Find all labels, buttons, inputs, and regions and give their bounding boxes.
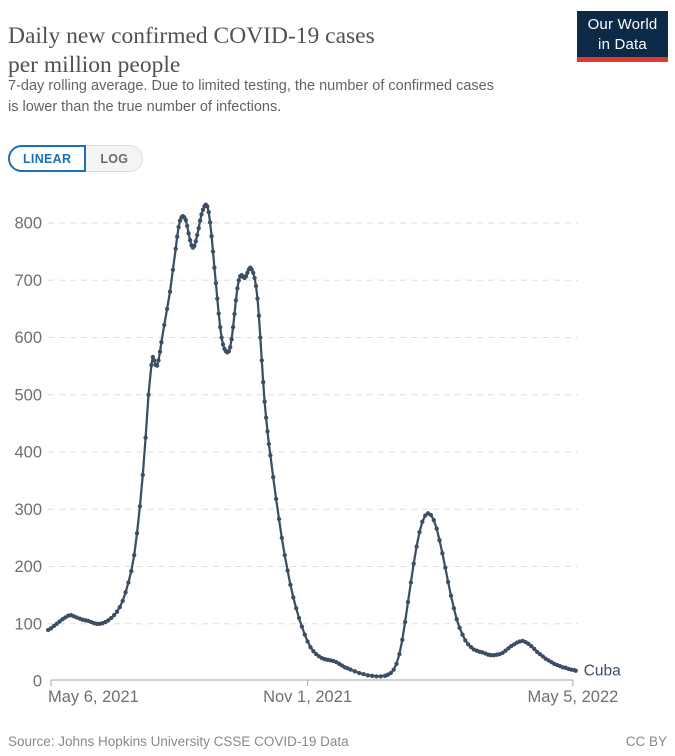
log-scale-button[interactable]: LOG <box>86 145 144 172</box>
x-axis: May 6, 2021 Nov 1, 2021 May 5, 2022 <box>48 679 618 706</box>
gridlines <box>48 222 578 625</box>
page-title-line2: per million people <box>8 51 181 78</box>
y-axis-labels: 0 100 200 300 400 500 600 700 800 <box>14 215 42 691</box>
svg-text:400: 400 <box>14 444 42 462</box>
owid-logo[interactable]: Our World in Data <box>577 11 668 62</box>
svg-text:May 6, 2021: May 6, 2021 <box>48 688 139 706</box>
chart-footer: Source: Johns Hopkins University CSSE CO… <box>8 734 667 749</box>
chart-subtitle-line2: is lower than the true number of infecti… <box>8 99 282 115</box>
source-text: Source: Johns Hopkins University CSSE CO… <box>8 734 349 749</box>
owid-logo-line2: in Data <box>598 36 647 53</box>
owid-logo-text: Our World in Data <box>577 11 668 57</box>
svg-text:300: 300 <box>14 501 42 519</box>
license-link[interactable]: CC BY <box>625 734 667 749</box>
page-title-line1: Daily new confirmed COVID-19 cases <box>8 22 375 49</box>
cuba-series-points <box>45 202 578 679</box>
svg-text:0: 0 <box>33 673 42 691</box>
chart-subtitle-line1: 7-day rolling average. Due to limited te… <box>8 78 494 94</box>
log-scale-label: LOG <box>100 151 129 166</box>
svg-text:600: 600 <box>14 329 42 347</box>
cuba-series-line <box>46 203 577 678</box>
chart-subtitle: 7-day rolling average. Due to limited te… <box>8 76 494 118</box>
svg-text:500: 500 <box>14 386 42 404</box>
svg-text:100: 100 <box>14 615 42 633</box>
scale-toggle: LINEAR LOG <box>8 145 144 172</box>
owid-logo-red-bar <box>577 57 668 62</box>
svg-text:800: 800 <box>14 215 42 233</box>
owid-logo-line1: Our World <box>587 16 658 33</box>
svg-text:May 5, 2022: May 5, 2022 <box>527 688 618 706</box>
svg-text:Nov 1, 2021: Nov 1, 2021 <box>263 688 352 706</box>
linear-scale-button[interactable]: LINEAR <box>8 145 87 172</box>
series-end-label: Cuba <box>584 663 621 680</box>
svg-text:700: 700 <box>14 272 42 290</box>
svg-text:200: 200 <box>14 558 42 576</box>
linear-scale-label: LINEAR <box>23 151 72 166</box>
page-title: Daily new confirmed COVID-19 cases per m… <box>8 22 375 80</box>
line-chart-plot-area[interactable]: 0 100 200 300 400 500 600 700 800 May 6, 2021 Nov… <box>0 185 675 710</box>
